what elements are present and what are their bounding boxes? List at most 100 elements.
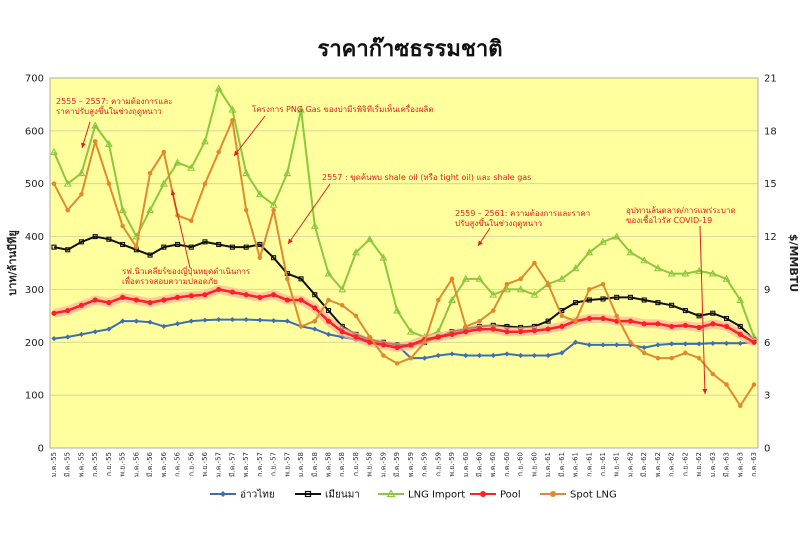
data-point [751,339,757,345]
data-point [614,342,620,348]
data-point [573,300,579,306]
data-point [104,139,113,148]
x-tick-label: พ.ย.-58 [366,452,374,477]
annotation-arrowhead [81,142,86,148]
data-point [255,190,264,198]
data-point [78,302,85,308]
data-point [477,318,482,324]
data-point [230,117,235,123]
data-point [229,289,236,295]
x-tick-label: ก.ย.-59 [434,452,442,476]
data-point [436,297,441,303]
data-point [571,264,580,272]
data-point [737,331,743,337]
data-point [627,318,634,324]
data-point [655,342,661,348]
data-point [63,179,72,187]
data-point [187,163,196,171]
data-point [531,352,537,359]
x-tick-label: ก.ค.-61 [585,452,593,477]
x-tick-label: มี.ค.-62 [640,452,648,477]
data-point [65,247,71,253]
annotation-0: 2555 – 2557: ความต้องการและราคาปรับสูงขึ… [56,97,173,149]
data-point [696,355,702,361]
data-point [161,244,167,250]
legend-item-2: LNG Import [378,489,465,501]
x-tick-label: มี.ค.-60 [475,452,483,477]
x-tick-label: ก.ย.-57 [270,452,278,476]
x-tick-label: ก.ย.-61 [599,452,607,476]
x-tick-label: ก.ค.-59 [421,452,429,477]
data-point [490,326,496,332]
y2-tick-label: 15 [764,179,777,190]
y2-tick-label: 21 [764,74,777,85]
data-point [723,315,730,322]
y-axis-label: บาท/ล้านบีทียู [6,230,20,296]
data-point [559,313,565,319]
data-point [353,313,359,319]
data-point [421,355,428,361]
data-point [216,286,222,293]
data-point [490,352,496,359]
data-point [284,318,290,324]
data-point [271,255,277,261]
series-group [50,84,758,409]
annotation-5: อุปทานล้นตลาด/การแพร่ระบาดของเชื้อไวรัส … [626,206,736,395]
data-point [545,281,551,287]
data-point [161,297,167,303]
y2-tick-label: 12 [764,232,777,243]
legend-marker [550,491,556,497]
data-point [326,297,331,303]
x-tick-label: มี.ค.-55 [64,452,72,477]
x-tick-label: ก.ค.-60 [503,452,511,477]
data-point [710,371,716,377]
data-point [65,307,71,314]
legend-item-0: อ่าวไทย [210,489,275,501]
data-point [161,323,167,330]
data-point [545,352,551,359]
data-point [695,266,704,274]
data-point [422,339,427,345]
data-point [682,322,688,328]
data-point [161,149,167,155]
data-point [298,324,304,329]
x-tick-label: พ.ค.-61 [572,452,580,477]
chart-title: ราคาก๊าซธรรมชาติ [318,36,503,62]
data-point [573,318,578,324]
data-point [243,292,249,298]
data-point [669,302,675,308]
data-point [503,285,511,293]
data-point [408,342,414,348]
data-point [51,244,57,250]
data-point [641,344,647,351]
x-tick-label: ม.ค.-59 [379,452,387,477]
data-point [118,206,127,214]
x-tick-label: ก.ค.-62 [668,452,676,477]
data-point [641,321,647,327]
data-point [449,351,455,357]
y-axis-left-ticks: 0 100 200 300 400 500 600 700 [25,74,44,455]
data-point [751,382,757,387]
annotation-4: 2559 – 2561: ความต้องการและราคาปรับสูงขึ… [455,209,590,247]
data-point [159,179,168,187]
data-point [201,137,209,145]
data-point [682,341,688,347]
data-point [133,297,139,303]
data-point [91,121,100,129]
data-point [628,339,633,345]
y-tick-label: 600 [25,126,44,137]
data-point [627,294,634,300]
data-point [640,256,649,264]
data-point [614,313,620,319]
data-point [188,318,194,324]
series-line [53,119,755,407]
data-point [174,241,181,248]
data-point [147,170,153,176]
data-point [612,232,621,240]
data-point [489,290,498,298]
data-point [271,207,276,213]
y-tick-label: 300 [25,285,44,296]
y-tick-label: 0 [38,444,44,455]
x-tick-label: ก.ค.-56 [174,451,182,476]
